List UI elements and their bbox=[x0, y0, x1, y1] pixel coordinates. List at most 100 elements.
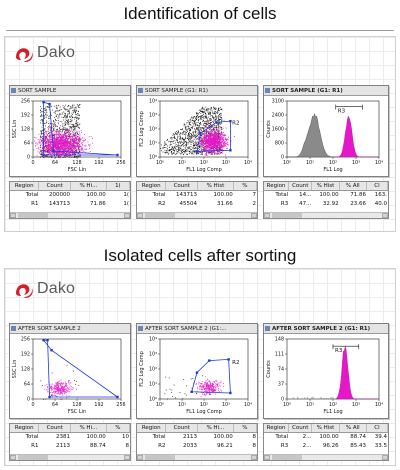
region-stats-table[interactable]: Region Count% Hist% Total 143713 100.00 7 R2 45… bbox=[136, 181, 258, 219]
gate-handle[interactable] bbox=[42, 100, 45, 104]
gate-handle[interactable] bbox=[52, 149, 55, 153]
scroll-thumb[interactable] bbox=[18, 455, 48, 460]
horizontal-scrollbar[interactable] bbox=[264, 454, 388, 460]
column-header[interactable]: Count bbox=[39, 424, 72, 432]
window-menu-icon[interactable] bbox=[11, 88, 16, 93]
scroll-left-icon[interactable] bbox=[264, 455, 270, 460]
column-header[interactable]: % bbox=[234, 182, 258, 190]
window-menu-icon[interactable] bbox=[11, 326, 16, 331]
table-row[interactable]: R1 2113 88.74 8 bbox=[10, 442, 130, 451]
region-stats-table[interactable]: Region Count% Hist% All Cl Total 14... 100.00… bbox=[263, 181, 389, 219]
dot-plot[interactable]: 10⁰ 10¹ 10² 10³ 10⁴ 10⁰ 10¹ 10² 10³ 10⁴ FL1 Log Co… bbox=[138, 97, 256, 173]
plot-window-histogram[interactable]: SORT SAMPLE (G1: R1) 10⁰ 10¹ 10² 10³ 10⁴ 3100… bbox=[263, 85, 389, 177]
scroll-thumb[interactable] bbox=[18, 213, 48, 218]
region-stats-table[interactable]: Region Count% Hi...% Total 2113 100.00 8 R2 203… bbox=[136, 423, 258, 461]
gate-handle[interactable] bbox=[46, 339, 49, 342]
horizontal-scrollbar[interactable] bbox=[10, 454, 130, 460]
column-header[interactable]: Region bbox=[10, 182, 40, 190]
horizontal-scrollbar[interactable] bbox=[137, 454, 257, 460]
gate-handle[interactable] bbox=[42, 339, 45, 342]
column-header[interactable]: % All bbox=[340, 424, 367, 432]
window-menu-icon[interactable] bbox=[138, 326, 143, 331]
gate-handle[interactable] bbox=[195, 150, 199, 153]
scroll-left-icon[interactable] bbox=[137, 455, 143, 460]
table-row[interactable]: R1 143713 71.86 1( bbox=[10, 200, 130, 209]
column-header[interactable]: % Hist bbox=[312, 424, 340, 432]
gate-handle[interactable] bbox=[208, 359, 211, 362]
gate-handle[interactable] bbox=[48, 102, 51, 106]
table-row[interactable]: Total 200000 100.00 1( bbox=[10, 191, 130, 200]
horizontal-scrollbar[interactable] bbox=[10, 212, 130, 218]
scroll-right-icon[interactable] bbox=[382, 213, 388, 218]
table-row[interactable]: Total 2113 100.00 8 bbox=[137, 433, 257, 442]
column-header[interactable]: % Hi... bbox=[71, 424, 107, 432]
column-header[interactable]: Cl bbox=[367, 424, 388, 432]
table-row[interactable]: R3 47... 32.92 23.66 40.0 bbox=[264, 200, 388, 209]
table-row[interactable]: R2 2033 96.21 8 bbox=[137, 442, 257, 451]
gate-handle[interactable] bbox=[116, 395, 119, 399]
column-header[interactable]: Count bbox=[166, 182, 199, 190]
scroll-left-icon[interactable] bbox=[10, 213, 16, 218]
column-header[interactable]: % Hi... bbox=[198, 424, 234, 432]
column-header[interactable]: 1( bbox=[107, 182, 131, 190]
gate-handle[interactable] bbox=[195, 371, 199, 374]
dot-plot[interactable]: 0 64 128 192 256 0 64 128 192 256 FSC Lin SSC Lin bbox=[11, 335, 129, 415]
gate-r3[interactable]: R3 bbox=[335, 104, 363, 115]
scroll-right-icon[interactable] bbox=[251, 455, 257, 460]
column-header[interactable]: Count bbox=[166, 424, 199, 432]
gate-handle[interactable] bbox=[229, 391, 232, 395]
column-header[interactable]: % All bbox=[340, 182, 367, 190]
horizontal-scrollbar[interactable] bbox=[137, 212, 257, 218]
scroll-left-icon[interactable] bbox=[137, 213, 143, 218]
column-header[interactable]: Region bbox=[137, 424, 167, 432]
column-header[interactable]: Region bbox=[264, 182, 290, 190]
column-header[interactable]: % bbox=[107, 424, 131, 432]
scroll-left-icon[interactable] bbox=[264, 213, 270, 218]
column-header[interactable]: % Hi... bbox=[71, 182, 107, 190]
gate-handle[interactable] bbox=[48, 395, 51, 399]
scroll-right-icon[interactable] bbox=[124, 455, 130, 460]
plot-window-fl1-fl2[interactable]: SORT SAMPLE (G1: R1) 10⁰ 10¹ 10² 10³ 10⁴ 10⁰ 1… bbox=[136, 85, 258, 177]
plot-window-fsc-ssc[interactable]: AFTER SORT SAMPLE 2 0 64 128 192 256 0 64 128 19… bbox=[9, 323, 131, 419]
horizontal-scrollbar[interactable] bbox=[264, 212, 388, 218]
histogram-plot[interactable]: 10⁰ 10¹ 10² 10³ 10⁴ 148 111 74 37 0 FL1 Log Counts R… bbox=[265, 335, 387, 415]
column-header[interactable]: Count bbox=[289, 182, 313, 190]
gate-r1[interactable] bbox=[42, 339, 119, 399]
gate-handle[interactable] bbox=[42, 153, 45, 157]
gate-handle[interactable] bbox=[227, 358, 230, 361]
gate-handle[interactable] bbox=[199, 132, 202, 135]
column-header[interactable]: % bbox=[234, 424, 258, 432]
window-menu-icon[interactable] bbox=[138, 88, 143, 93]
window-menu-icon[interactable] bbox=[265, 326, 270, 331]
column-header[interactable]: Cl bbox=[367, 182, 388, 190]
column-header[interactable]: Region bbox=[10, 424, 40, 432]
scroll-left-icon[interactable] bbox=[10, 455, 16, 460]
gate-handle[interactable] bbox=[229, 149, 232, 152]
scroll-thumb[interactable] bbox=[272, 455, 302, 460]
gate-r2[interactable] bbox=[190, 358, 232, 395]
plot-window-fl1-fl2[interactable]: AFTER SORT SAMPLE 2 (G1:... 10⁰ 10¹ 10² 10³… bbox=[136, 323, 258, 419]
gate-handle[interactable] bbox=[50, 349, 53, 352]
table-row[interactable]: Total 2... 100.00 88.74 39.4 bbox=[264, 433, 388, 442]
histogram-plot[interactable]: 10⁰ 10¹ 10² 10³ 10⁴ 3100 2400 1600 800 0 FL1 Log Co… bbox=[265, 97, 387, 173]
gate-r1[interactable] bbox=[42, 100, 119, 157]
column-header[interactable]: % Hist bbox=[198, 182, 234, 190]
gate-r2[interactable] bbox=[195, 119, 232, 153]
scroll-right-icon[interactable] bbox=[124, 213, 130, 218]
region-stats-table[interactable]: Region Count% Hi...% Total 2381 100.00 10 R1 21… bbox=[9, 423, 131, 461]
gate-handle[interactable] bbox=[190, 390, 193, 393]
plot-window-fsc-ssc[interactable]: SORT SAMPLE 0 64 128 192 256 0 64 128 192 256 FSC … bbox=[9, 85, 131, 177]
gate-r3[interactable]: R3 bbox=[332, 344, 360, 354]
column-header[interactable]: Region bbox=[137, 182, 167, 190]
column-header[interactable]: % Hist bbox=[312, 182, 340, 190]
gate-handle[interactable] bbox=[229, 119, 232, 123]
column-header[interactable]: Region bbox=[264, 424, 290, 432]
column-header[interactable]: Count bbox=[39, 182, 72, 190]
column-header[interactable]: Count bbox=[289, 424, 313, 432]
table-row[interactable]: Total 2381 100.00 10 bbox=[10, 433, 130, 442]
scroll-thumb[interactable] bbox=[145, 455, 175, 460]
table-row[interactable]: Total 143713 100.00 7 bbox=[137, 191, 257, 200]
table-row[interactable]: Total 14... 100.00 71.86 163. bbox=[264, 191, 388, 200]
table-row[interactable]: R2 45504 31.66 2 bbox=[137, 200, 257, 209]
plot-window-histogram[interactable]: AFTER SORT SAMPLE 2 (G1: R1) 10⁰ 10¹ 10² 10… bbox=[263, 323, 389, 419]
